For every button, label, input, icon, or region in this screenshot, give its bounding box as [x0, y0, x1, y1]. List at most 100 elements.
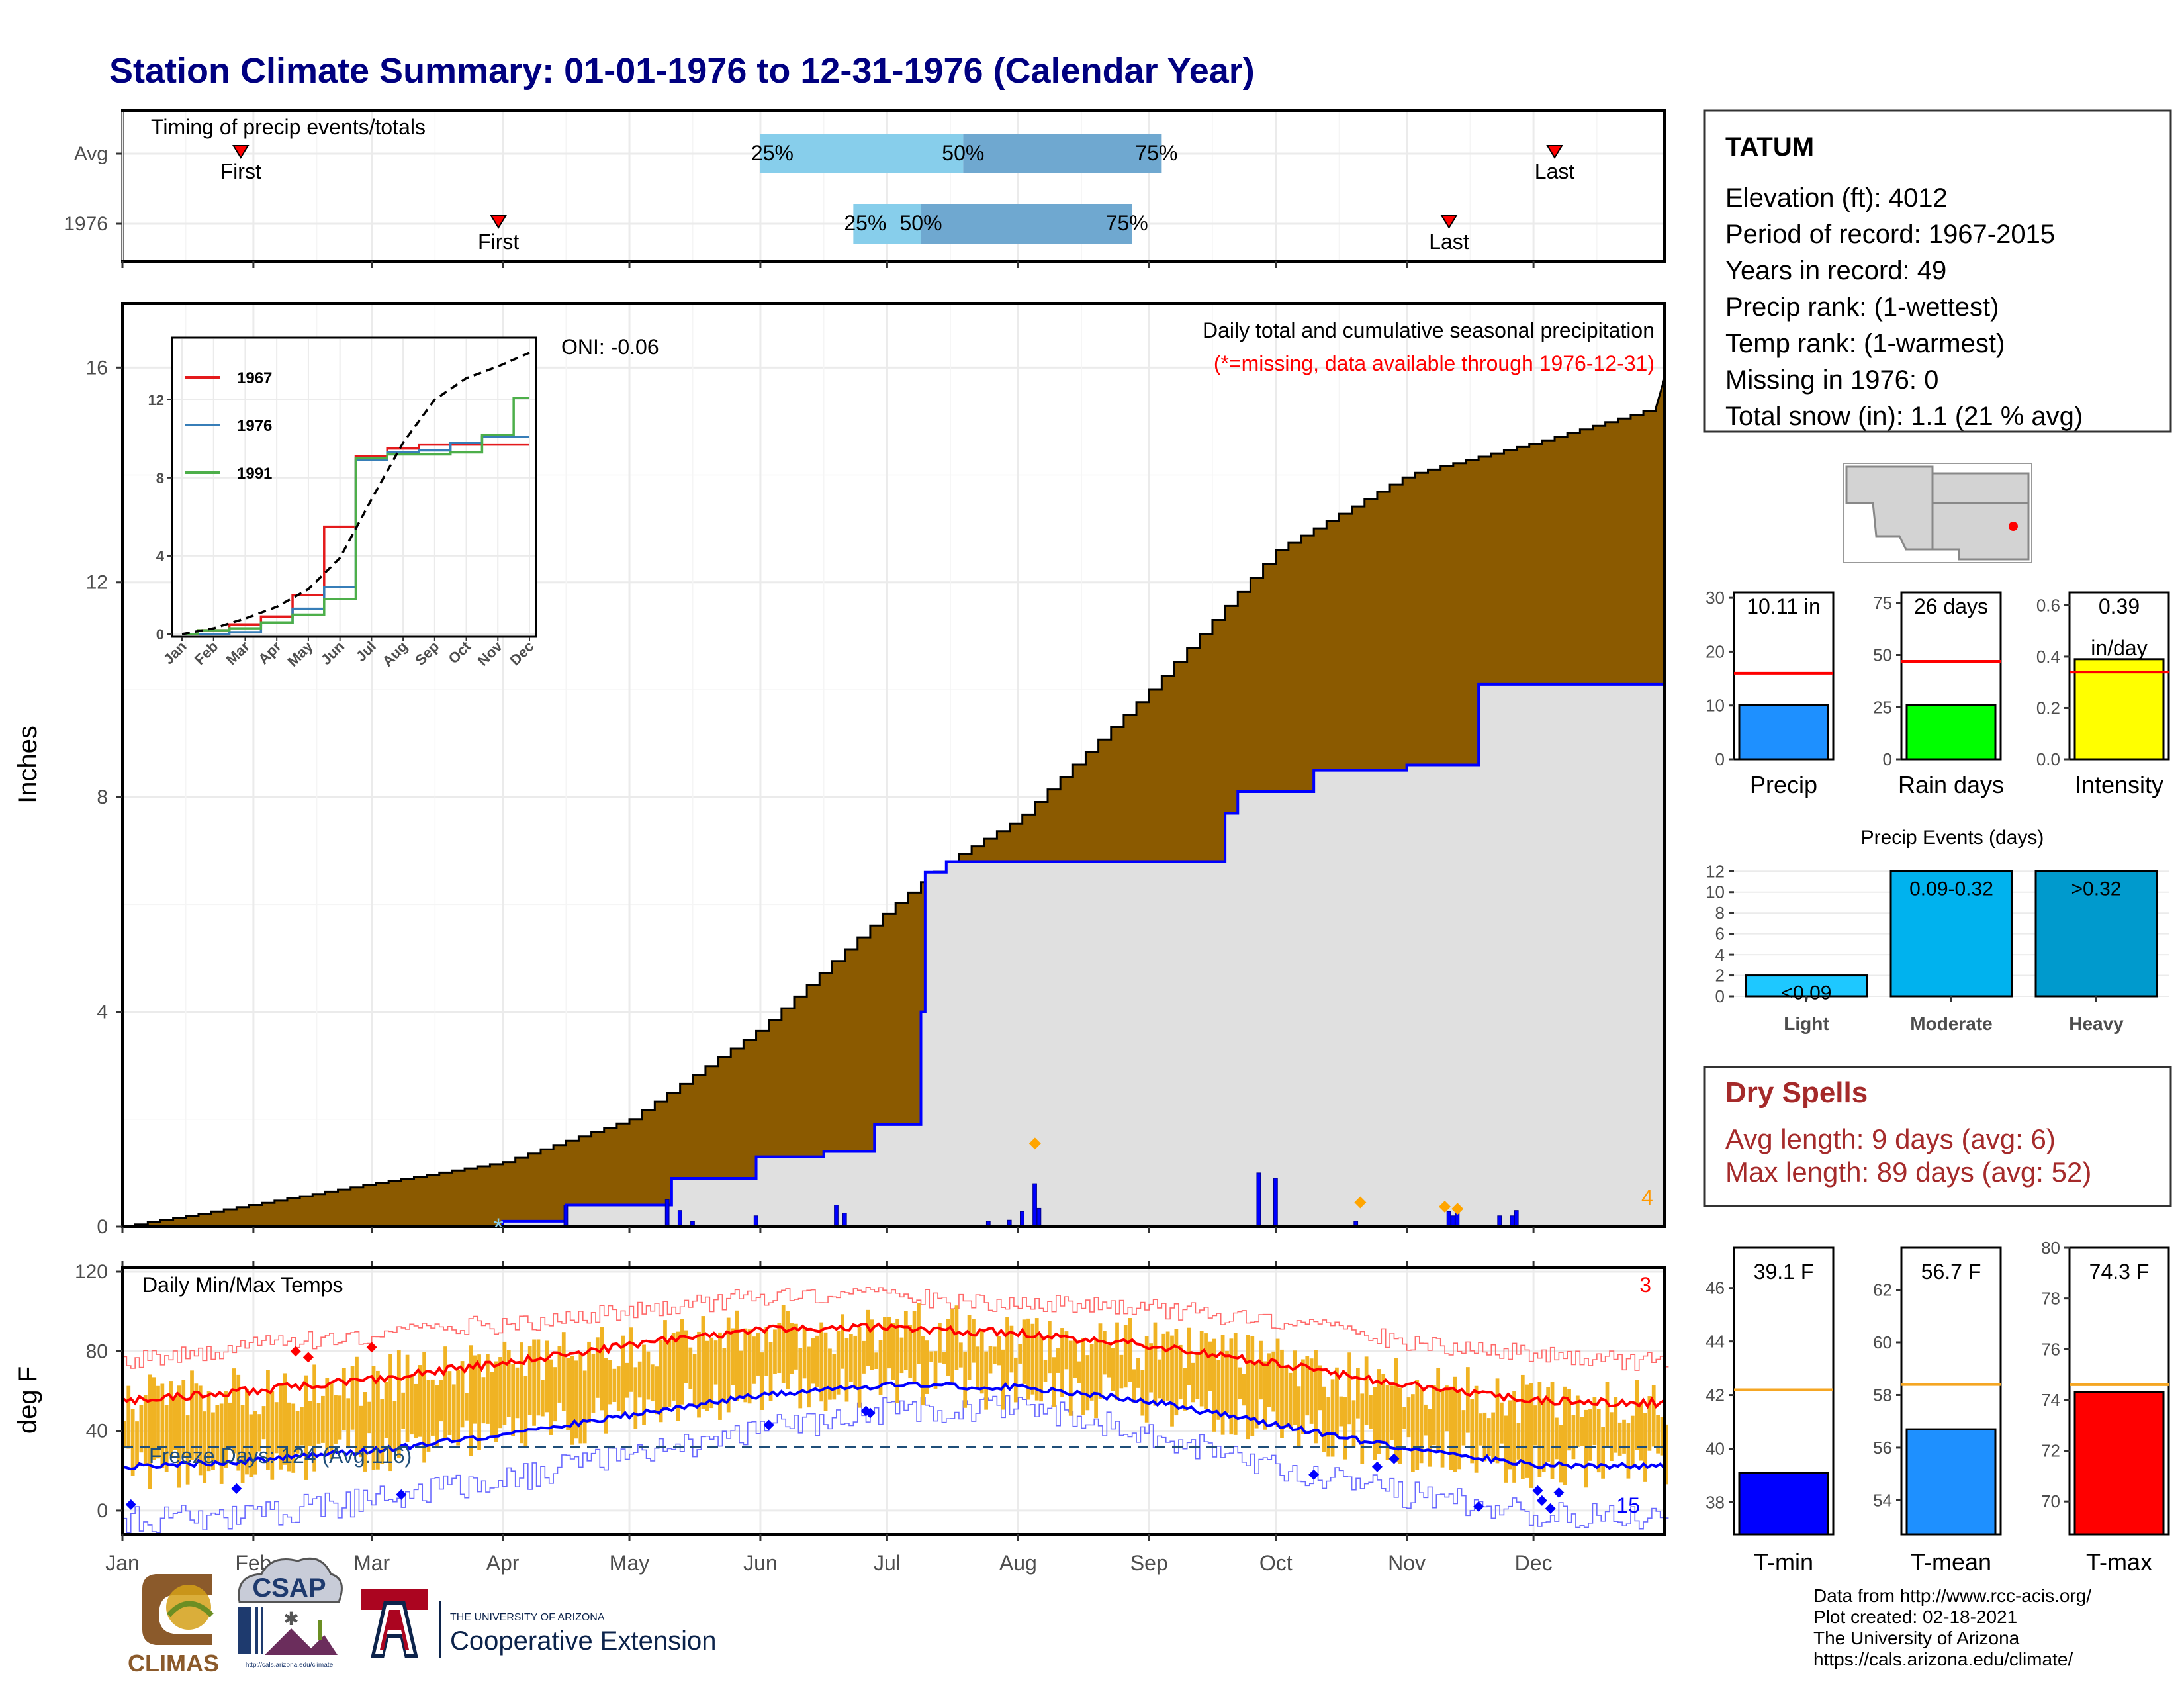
daily-temp-bar — [384, 1382, 388, 1438]
daily-temp-bar — [283, 1373, 287, 1465]
daily-temp-bar — [1482, 1412, 1487, 1462]
daily-temp-bar — [481, 1377, 486, 1424]
temp-record-diamond — [1536, 1495, 1547, 1506]
daily-temp-bar — [181, 1380, 186, 1457]
mini-bar-label: Precip — [1750, 771, 1817, 798]
daily-temp-bar — [1161, 1333, 1166, 1402]
daily-temp-bar — [414, 1383, 418, 1438]
month-tick-label: Jul — [874, 1551, 901, 1575]
precip-record-diamond — [1354, 1196, 1367, 1209]
dry-spells-title: Dry Spells — [1725, 1076, 1868, 1109]
daily-temp-bar — [498, 1357, 502, 1429]
temp-summary-value-label: 39.1 F — [1754, 1260, 1814, 1284]
daily-temp-bar — [1457, 1390, 1461, 1470]
daily-temp-bar — [925, 1340, 929, 1394]
timing-first-label: First — [478, 230, 519, 254]
daily-precip-bar — [1497, 1215, 1502, 1227]
daily-temp-bar — [1136, 1358, 1140, 1388]
daily-temp-bar — [1651, 1385, 1656, 1447]
daily-temp-bar — [802, 1327, 807, 1379]
daily-temp-bar — [731, 1328, 735, 1385]
events-bar-label: 0.09-0.32 — [1909, 878, 1993, 900]
oni-label: ONI: -0.06 — [561, 335, 659, 359]
mini-bar-y-tick-label: 25 — [1873, 697, 1892, 717]
temp-summary-y-tick-label: 44 — [1706, 1332, 1725, 1352]
daily-temp-bar — [1170, 1335, 1174, 1427]
daily-temp-bar — [1584, 1409, 1588, 1488]
daily-temp-bar — [997, 1336, 1001, 1366]
temp-record-diamond — [231, 1483, 242, 1494]
daily-temp-bar — [570, 1356, 574, 1445]
daily-temp-bar — [148, 1374, 152, 1489]
daily-temp-bar — [152, 1377, 156, 1460]
daily-temp-bar — [1491, 1412, 1496, 1462]
month-tick-label: Sep — [1130, 1551, 1168, 1575]
daily-temp-bar — [887, 1317, 891, 1369]
daily-temp-bar — [676, 1331, 680, 1421]
precip-legend-subtitle: (*=missing, data available through 1976-… — [1214, 352, 1655, 375]
climas-logo-text: CLIMAS — [128, 1650, 219, 1677]
daily-precip-bar — [1446, 1211, 1451, 1227]
daily-temp-bar — [469, 1345, 473, 1456]
daily-temp-bar — [1373, 1387, 1377, 1460]
events-category-label: Heavy — [2069, 1013, 2124, 1034]
daily-temp-bar — [1351, 1400, 1356, 1448]
daily-temp-bar — [1301, 1359, 1305, 1434]
daily-temp-bar — [663, 1320, 667, 1409]
daily-temp-bar — [1385, 1385, 1390, 1460]
daily-temp-bar — [616, 1366, 621, 1411]
daily-temp-bar — [536, 1339, 541, 1416]
temp-record-diamond — [1545, 1503, 1556, 1514]
cumulative-1976-line — [122, 682, 1664, 1228]
daily-temp-bar — [844, 1338, 849, 1402]
daily-temp-bar — [1102, 1331, 1107, 1375]
daily-temp-bar — [257, 1414, 262, 1452]
inset-legend-label: 1967 — [237, 369, 272, 387]
record-tmin-line — [122, 1395, 1669, 1534]
daily-temp-bar — [912, 1311, 917, 1382]
daily-temp-bar — [1339, 1396, 1343, 1427]
temp-summary-y-tick-label: 46 — [1706, 1278, 1725, 1298]
daily-temp-bar — [1410, 1394, 1415, 1472]
daily-temp-bar — [1157, 1359, 1161, 1399]
daily-temp-bar — [266, 1370, 270, 1470]
precip-y-tick-label: 8 — [97, 786, 108, 808]
daily-temp-bar — [747, 1329, 752, 1404]
daily-temp-bar — [836, 1331, 841, 1395]
daily-temp-bar — [139, 1405, 144, 1453]
daily-temp-bar — [1060, 1328, 1064, 1397]
daily-temp-bar — [1271, 1351, 1276, 1412]
temp-count-top: 3 — [1639, 1273, 1651, 1297]
daily-temp-bar — [1216, 1360, 1221, 1420]
events-bar — [2034, 870, 2158, 998]
daily-temp-bar — [540, 1380, 545, 1417]
daily-temp-bar — [891, 1323, 895, 1380]
daily-temp-bar — [401, 1392, 406, 1429]
daily-temp-bar — [777, 1323, 782, 1374]
daily-temp-bar — [122, 1421, 126, 1448]
daily-temp-bar — [701, 1316, 705, 1409]
mini-bar-label: Rain days — [1898, 771, 2004, 798]
daily-temp-bar — [692, 1354, 697, 1406]
daily-temp-bar — [477, 1354, 481, 1450]
daily-temp-bar — [646, 1351, 651, 1400]
temp-record-markers — [125, 1342, 1565, 1514]
daily-temp-bar — [1474, 1385, 1479, 1473]
temp-summary-y-tick-label: 70 — [2041, 1491, 2060, 1511]
daily-temp-bar — [447, 1371, 452, 1436]
daily-temp-bar — [164, 1405, 169, 1472]
station-line: Temp rank: (1-warmest) — [1725, 329, 2005, 358]
precip-y-tick-label: 4 — [97, 1002, 108, 1023]
temp-record-diamond — [396, 1489, 407, 1500]
page-title: Station Climate Summary: 01-01-1976 to 1… — [109, 51, 1255, 91]
daily-temp-bar — [1630, 1415, 1635, 1467]
daily-temp-bar — [1508, 1400, 1512, 1470]
daily-temp-bar — [1529, 1383, 1533, 1488]
events-bar — [1889, 870, 2013, 998]
daily-temp-bar — [752, 1336, 756, 1384]
daily-temp-bar — [359, 1405, 363, 1458]
daily-temp-bar — [1048, 1321, 1052, 1374]
daily-temp-bar — [1178, 1344, 1183, 1400]
daily-temp-bar — [1343, 1397, 1347, 1460]
